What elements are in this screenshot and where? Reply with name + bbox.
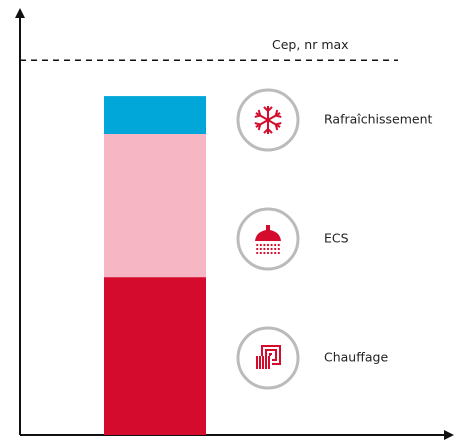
icon-stroke [254,122,262,131]
icon-dot [274,251,277,255]
icon-shape [255,225,281,241]
icon [255,225,281,255]
icon-dot [259,243,262,247]
threshold-label: Cep, nr max [272,37,349,52]
icon-stroke [254,109,262,118]
legend-label: Rafraîchissement [324,112,433,127]
icon-stroke [274,109,282,118]
icon-dot [263,247,266,251]
icon-dot [263,243,266,247]
icon-dot [266,247,270,251]
icon-dot [256,251,259,255]
icon-dot [266,251,270,255]
icon-dot [270,251,273,255]
icon-stroke [261,345,281,365]
bar-segment [104,133,206,278]
icon-dot [270,243,273,247]
icon [256,345,281,369]
icon-dot [277,247,280,251]
icon-stroke [263,127,273,134]
icon-dot [259,247,262,251]
bar-segment [104,277,206,435]
icon-dot [266,243,270,247]
icon-dot [256,243,259,247]
icon-dot [274,243,277,247]
legend-label: ECS [324,231,349,246]
bar-segment [104,96,206,134]
icon-dot [256,247,259,251]
icon-stroke [263,106,273,113]
icon-dot [263,251,266,255]
icon-dot [270,247,273,251]
icon [254,106,282,134]
icon-dot [259,251,262,255]
icon-stroke [274,122,282,131]
legend-label: Chauffage [324,350,388,365]
icon-dot [274,247,277,251]
icon-dot [277,251,280,255]
icon-dot [277,243,280,247]
